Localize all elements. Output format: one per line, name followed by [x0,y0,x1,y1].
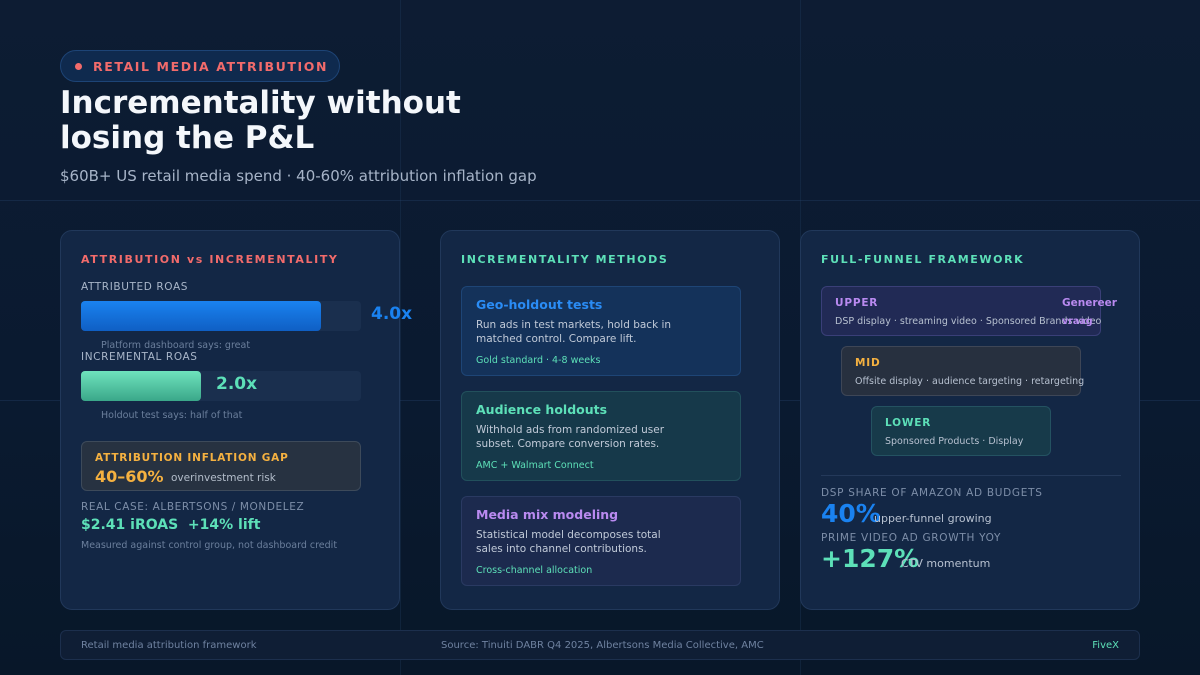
incremental-roas-bar-fill [81,371,202,401]
method-audience-holdouts: Audience holdouts Withhold ads from rand… [461,391,741,481]
page-title: Incrementality without losing the P&L [60,86,620,156]
funnel-stage-name: MID [855,357,881,369]
eyebrow-label: RETAIL MEDIA ATTRIBUTION [93,58,329,74]
grid-line [400,0,401,675]
divider [821,475,1121,476]
method-footnote: Gold standard · 4-8 weeks [476,355,601,366]
stat-dsp-value: 40% [821,499,881,528]
method-name: Media mix modeling [476,507,619,522]
funnel-stage-description: DSP display · streaming video · Sponsore… [835,316,1102,327]
inflation-gap-value: 40–60% [95,467,164,486]
footer-source-text: Source: Tinuiti DABR Q4 2025, Albertsons… [441,640,764,651]
card-title: FULL-FUNNEL FRAMEWORK [821,253,1025,266]
funnel-card: FULL-FUNNEL FRAMEWORK UPPER DSP display … [800,230,1140,610]
stat-prime-label: PRIME VIDEO AD GROWTH YOY [821,532,1002,544]
case-note: Measured against control group, not dash… [81,540,338,551]
stat-dsp-label: DSP SHARE OF AMAZON AD BUDGETS [821,487,1043,499]
funnel-lower: LOWER Sponsored Products · Display [871,406,1051,456]
funnel-stage-tag-line2: vraag [1062,316,1093,327]
attributed-roas-note: Platform dashboard says: great [101,340,251,351]
inflation-gap-caption: overinvestment risk [171,472,276,484]
attributed-roas-label: ATTRIBUTED ROAS [81,281,188,293]
stat-prime-value: +127% [821,544,920,573]
incremental-roas-label: INCREMENTAL ROAS [81,351,198,363]
funnel-stage-description: Offsite display · audience targeting · r… [855,376,1085,387]
page-title-line2: losing the P&L [60,120,315,156]
inflation-gap-title: ATTRIBUTION INFLATION GAP [95,452,289,464]
incremental-roas-value: 2.0x [216,374,258,394]
eyebrow-badge: RETAIL MEDIA ATTRIBUTION [60,50,340,82]
funnel-stage-name: LOWER [885,417,932,429]
method-name: Geo-holdout tests [476,297,603,312]
grid-line [0,200,1200,201]
funnel-stage-name: UPPER [835,297,879,309]
funnel-stage-description: Sponsored Products · Display [885,436,1024,447]
method-name: Audience holdouts [476,402,608,417]
incremental-roas-bar [81,371,361,401]
method-geo-holdout: Geo-holdout tests Run ads in test market… [461,286,741,376]
page-title-line1: Incrementality without [60,85,461,121]
method-description: Run ads in test markets, hold back in ma… [476,319,672,345]
funnel-stage-tag: Genereer [1062,297,1117,309]
status-dot-icon [75,62,82,70]
method-description: Withhold ads from randomized user subset… [476,424,665,450]
footer-bar: Retail media attribution framework Sourc… [60,630,1140,660]
attribution-card: ATTRIBUTION vs INCREMENTALITY ATTRIBUTED… [60,230,412,610]
card-title: ATTRIBUTION vs INCREMENTALITY [81,253,339,266]
attributed-roas-value: 4.0x [371,304,413,324]
card-title: INCREMENTALITY METHODS [461,253,669,266]
method-footnote: AMC + Walmart Connect [476,460,594,471]
case-values: $2.41 iROAS +14% lift [81,517,261,533]
stat-prime-caption: CTV momentum [901,557,991,570]
attributed-roas-bar-fill [81,301,321,331]
stat-dsp-caption: upper-funnel growing [874,512,992,525]
footer-brand: FiveX [1092,640,1119,651]
footer-left-text: Retail media attribution framework [81,640,257,651]
case-label: REAL CASE: ALBERTSONS / MONDELEZ [81,501,305,513]
funnel-mid: MID Offsite display · audience targeting… [841,346,1085,396]
funnel-upper: UPPER DSP display · streaming video · Sp… [821,286,1117,336]
attributed-roas-bar [81,301,361,331]
inflation-gap-box: ATTRIBUTION INFLATION GAP 40–60% overinv… [81,441,361,491]
method-footnote: Cross-channel allocation [476,565,593,576]
method-media-mix-modeling: Media mix modeling Statistical model dec… [461,496,741,586]
method-description: Statistical model decomposes total sales… [476,529,661,555]
methods-card: INCREMENTALITY METHODS Geo-holdout tests… [440,230,780,610]
incremental-roas-note: Holdout test says: half of that [101,410,243,421]
page-subtitle: $60B+ US retail media spend · 40-60% att… [60,167,537,185]
